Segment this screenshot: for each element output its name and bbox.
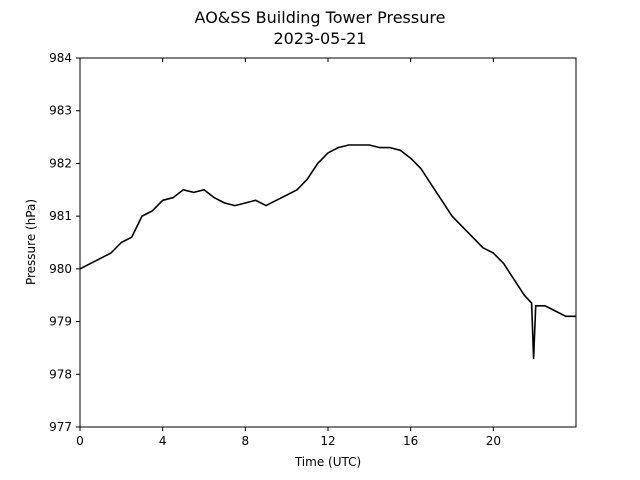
y-tick-label: 984 <box>49 51 72 65</box>
plot-area-frame <box>79 57 577 428</box>
tick-labels: 0 4 8 12 16 20 977 978 979 980 981 982 983 984 <box>49 51 501 448</box>
x-tick-label: 12 <box>320 434 335 448</box>
y-tick-label: 978 <box>49 367 72 381</box>
y-tick-label: 983 <box>49 104 72 118</box>
x-tick-label: 20 <box>486 434 501 448</box>
x-tick-label: 0 <box>76 434 84 448</box>
y-axis-label: Pressure (hPa) <box>24 199 38 285</box>
series-line-pressure <box>79 144 576 360</box>
axis-ticks <box>76 57 494 431</box>
x-tick-label: 4 <box>159 434 167 448</box>
x-tick-label: 16 <box>403 434 418 448</box>
y-tick-label: 981 <box>49 209 72 223</box>
y-tick-label: 980 <box>49 262 72 276</box>
x-tick-label: 8 <box>242 434 250 448</box>
chart-subtitle: 2023-05-21 <box>274 29 367 48</box>
chart-title: AO&SS Building Tower Pressure <box>195 8 446 27</box>
y-tick-label: 977 <box>49 420 72 434</box>
y-tick-label: 982 <box>49 156 72 170</box>
y-tick-label: 979 <box>49 315 72 329</box>
x-axis-label: Time (UTC) <box>294 455 361 469</box>
